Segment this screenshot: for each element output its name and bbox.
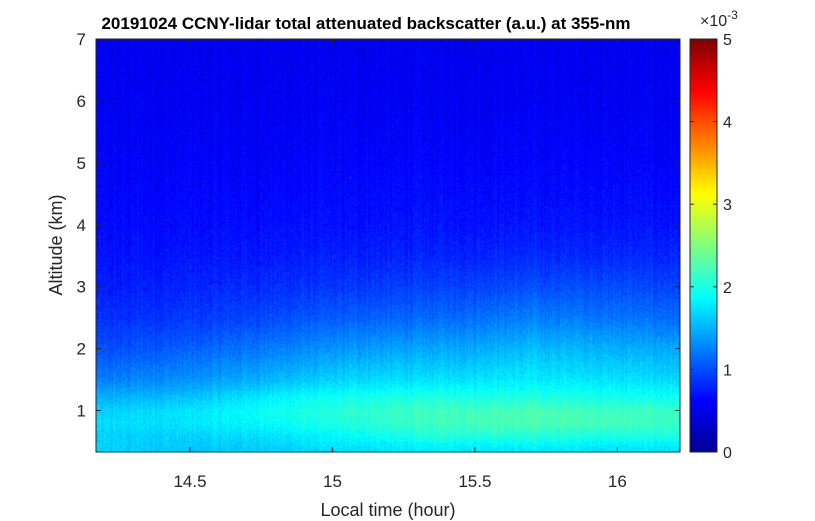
colorbar-tick-label: 1 xyxy=(723,362,732,379)
colorbar-gradient xyxy=(689,38,718,453)
y-tick-label: 1 xyxy=(77,402,86,421)
colorbar-tick-label: 0 xyxy=(723,445,732,462)
colorbar-tick-label: 4 xyxy=(723,115,732,132)
y-axis-label: Altitude (km) xyxy=(46,194,66,295)
y-tick-label: 4 xyxy=(77,216,86,235)
chart-title: 20191024 CCNY-lidar total attenuated bac… xyxy=(101,14,630,33)
colorbar-multiplier: ×10-3 xyxy=(700,8,738,30)
x-tick-label: 15.5 xyxy=(458,472,491,491)
colorbar-ticks: 0 1 2 3 4 5 xyxy=(690,32,732,462)
heatmap-plot xyxy=(95,38,681,453)
x-tick-label: 16 xyxy=(608,472,627,491)
x-axis-ticks: 14.5 15 15.5 16 xyxy=(173,39,627,491)
colorbar: 0 1 2 3 4 5 ×10-3 xyxy=(689,8,738,462)
x-tick-label: 15 xyxy=(323,472,342,491)
colorbar-tick-label: 5 xyxy=(723,32,732,49)
heatmap-image xyxy=(96,39,680,452)
y-axis-ticks: 1 2 3 4 5 6 7 xyxy=(77,30,680,421)
x-tick-label: 14.5 xyxy=(173,472,206,491)
y-tick-label: 7 xyxy=(77,30,86,49)
plot-frame xyxy=(95,38,681,453)
colorbar-tick-label: 3 xyxy=(723,197,732,214)
y-tick-label: 6 xyxy=(77,92,86,111)
x-axis-label: Local time (hour) xyxy=(320,500,455,520)
y-tick-label: 5 xyxy=(77,154,86,173)
colorbar-tick-label: 2 xyxy=(723,280,732,297)
y-tick-label: 3 xyxy=(77,278,86,297)
y-tick-label: 2 xyxy=(77,340,86,359)
